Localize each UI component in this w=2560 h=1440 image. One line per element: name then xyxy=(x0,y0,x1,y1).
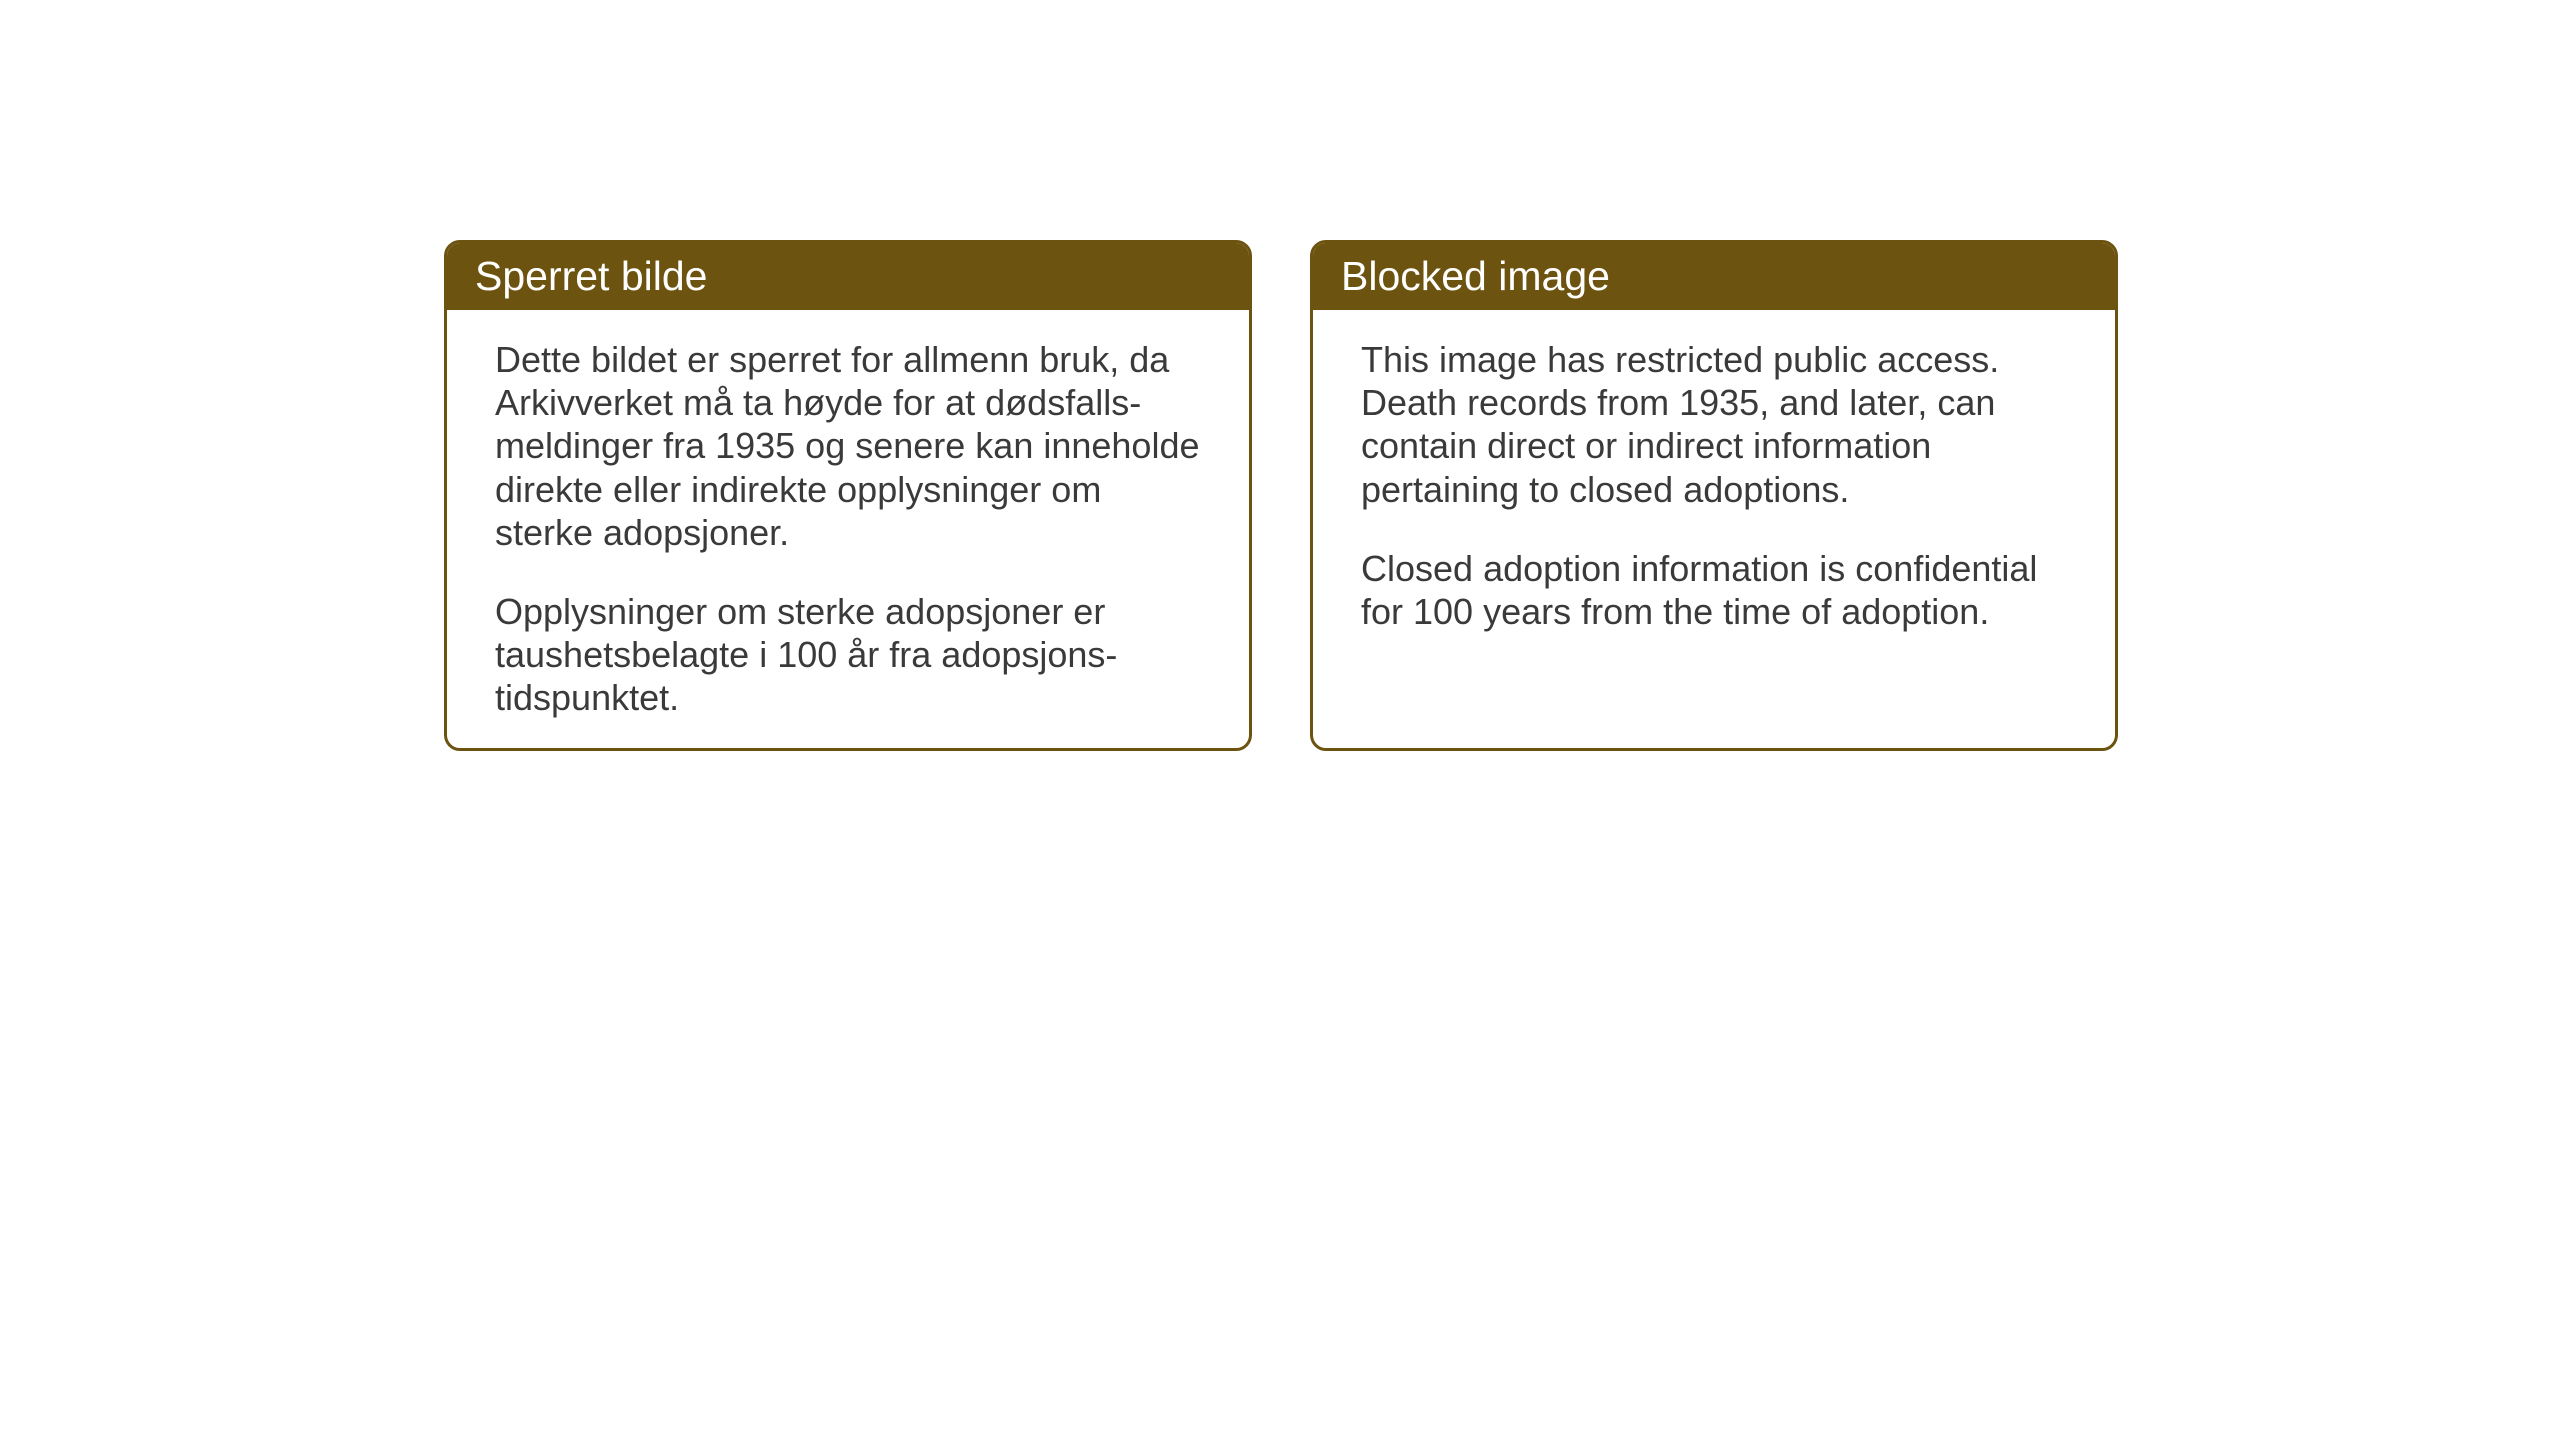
notice-card-norwegian: Sperret bilde Dette bildet er sperret fo… xyxy=(444,240,1252,751)
paragraph-1-english: This image has restricted public access.… xyxy=(1361,338,2067,511)
paragraph-2-english: Closed adoption information is confident… xyxy=(1361,547,2067,633)
card-header-norwegian: Sperret bilde xyxy=(447,243,1249,310)
card-title-norwegian: Sperret bilde xyxy=(475,253,707,299)
card-body-english: This image has restricted public access.… xyxy=(1313,310,2115,669)
paragraph-2-norwegian: Opplysninger om sterke adopsjoner er tau… xyxy=(495,590,1201,720)
notice-container: Sperret bilde Dette bildet er sperret fo… xyxy=(444,240,2118,751)
card-header-english: Blocked image xyxy=(1313,243,2115,310)
notice-card-english: Blocked image This image has restricted … xyxy=(1310,240,2118,751)
card-title-english: Blocked image xyxy=(1341,253,1610,299)
card-body-norwegian: Dette bildet er sperret for allmenn bruk… xyxy=(447,310,1249,751)
paragraph-1-norwegian: Dette bildet er sperret for allmenn bruk… xyxy=(495,338,1201,554)
